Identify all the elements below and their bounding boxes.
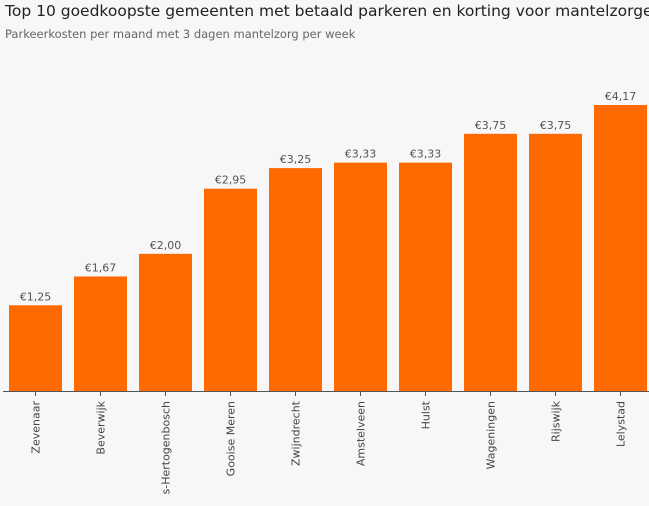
data-label: €3,33 bbox=[345, 148, 377, 161]
chart-title: Top 10 goedkoopste gemeenten met betaald… bbox=[5, 2, 649, 20]
data-label: €1,25 bbox=[20, 290, 52, 303]
x-tick-label: Beverwijk bbox=[95, 400, 108, 454]
bar-zevenaar bbox=[9, 305, 62, 391]
bar-zwijndrecht bbox=[269, 168, 322, 391]
data-label: €2,00 bbox=[150, 239, 182, 252]
x-tick-label: Gooise Meren bbox=[225, 401, 238, 476]
x-tick-label: Wageningen bbox=[485, 401, 498, 469]
bar-gooise-meren bbox=[204, 188, 257, 391]
x-tick-label: Rijswijk bbox=[550, 400, 563, 442]
data-label: €3,25 bbox=[280, 153, 312, 166]
data-label: €2,95 bbox=[215, 174, 247, 187]
data-label: €1,67 bbox=[85, 261, 117, 274]
bar-amstelveen bbox=[334, 162, 387, 391]
x-tick-label: Lelystad bbox=[615, 401, 628, 447]
data-label: €4,17 bbox=[605, 90, 637, 103]
bar-rijswijk bbox=[529, 133, 582, 391]
x-tick-label: Zwijndrecht bbox=[290, 400, 303, 466]
bar-beverwijk bbox=[74, 276, 127, 391]
bar-s-hertogenbosch bbox=[139, 253, 192, 391]
data-label: €3,75 bbox=[540, 119, 572, 132]
bar-lelystad bbox=[594, 105, 647, 391]
x-tick-label: s-Hertogenbosch bbox=[160, 401, 173, 495]
data-label: €3,75 bbox=[475, 119, 507, 132]
bar-hulst bbox=[399, 162, 452, 391]
bar-wageningen bbox=[464, 133, 517, 391]
data-label: €3,33 bbox=[410, 148, 442, 161]
x-tick-label: Hulst bbox=[420, 400, 433, 429]
x-tick-label: Amstelveen bbox=[355, 401, 368, 466]
x-tick-label: Zevenaar bbox=[30, 401, 43, 454]
chart-subtitle: Parkeerkosten per maand met 3 dagen mant… bbox=[5, 27, 356, 41]
